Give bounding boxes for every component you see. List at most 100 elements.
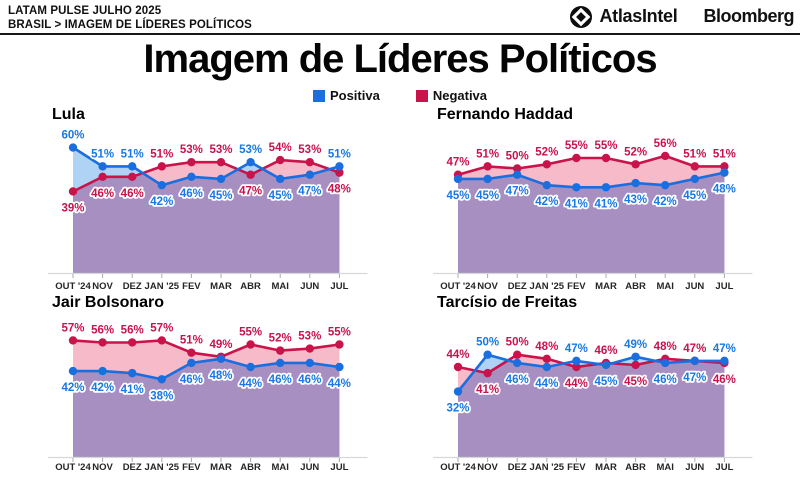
svg-text:JUL: JUL [715, 281, 733, 292]
page-title: Imagem de Líderes Políticos [143, 37, 657, 81]
svg-text:42%: 42% [535, 196, 558, 208]
svg-text:45%: 45% [209, 190, 232, 202]
breadcrumb: BRASIL > IMAGEM DE LÍDERES POLÍTICOS [8, 19, 252, 31]
svg-text:OUT '24: OUT '24 [440, 462, 476, 473]
svg-text:52%: 52% [269, 333, 292, 345]
svg-text:51%: 51% [150, 148, 173, 160]
negativa-swatch [415, 89, 428, 102]
svg-text:51%: 51% [683, 148, 706, 160]
svg-text:MAR: MAR [210, 462, 232, 473]
svg-text:47%: 47% [446, 157, 469, 169]
legend-item-negativa: Negativa [415, 88, 487, 103]
svg-text:47%: 47% [713, 343, 736, 355]
svg-text:FEV: FEV [182, 462, 201, 473]
svg-text:42%: 42% [150, 196, 173, 208]
svg-text:NOV: NOV [92, 281, 113, 292]
svg-text:44%: 44% [328, 378, 351, 390]
svg-text:MAR: MAR [595, 462, 617, 473]
svg-text:JAN '25: JAN '25 [530, 462, 565, 473]
panel-tarcisio-de-freitas: Tarcísio de Freitas OUT '24 NOV DEZ JAN '25… [423, 292, 800, 492]
svg-text:NOV: NOV [477, 281, 498, 292]
svg-text:50%: 50% [476, 337, 499, 349]
chart-fernando-haddad: OUT '24 NOV DEZ JAN '25 FEV MAR ABR MAI JUN JUL 47… [433, 136, 753, 292]
svg-text:DEZ: DEZ [123, 281, 142, 292]
svg-text:MAI: MAI [271, 281, 288, 292]
svg-text:DEZ: DEZ [123, 462, 142, 473]
svg-text:45%: 45% [446, 190, 469, 202]
svg-text:32%: 32% [446, 403, 469, 415]
svg-text:JUN: JUN [300, 281, 319, 292]
svg-text:53%: 53% [180, 144, 203, 156]
svg-text:48%: 48% [535, 341, 558, 353]
panel-title: Lula [52, 106, 85, 123]
svg-text:49%: 49% [209, 339, 232, 351]
svg-text:50%: 50% [506, 337, 529, 349]
svg-text:OUT '24: OUT '24 [55, 281, 91, 292]
svg-text:DEZ: DEZ [508, 281, 527, 292]
svg-text:NOV: NOV [92, 462, 113, 473]
atlasintel-wordmark: AtlasIntel [599, 6, 678, 26]
svg-text:OUT '24: OUT '24 [55, 462, 91, 473]
svg-text:42%: 42% [654, 196, 677, 208]
svg-text:JUN: JUN [300, 462, 319, 473]
panel-title: Tarcísio de Freitas [437, 294, 578, 311]
svg-text:ABR: ABR [240, 281, 261, 292]
svg-text:41%: 41% [565, 198, 588, 210]
header-divider [0, 33, 800, 35]
svg-text:44%: 44% [446, 349, 469, 361]
svg-text:51%: 51% [328, 148, 351, 160]
svg-text:FEV: FEV [567, 462, 586, 473]
svg-text:55%: 55% [594, 140, 617, 152]
svg-text:41%: 41% [594, 198, 617, 210]
svg-text:52%: 52% [624, 146, 647, 158]
panel-title: Fernando Haddad [437, 106, 574, 123]
svg-text:JUL: JUL [715, 462, 733, 473]
report-page: LATAM PULSE JULHO 2025 BRASIL > IMAGEM D… [0, 3, 800, 473]
svg-text:53%: 53% [209, 144, 232, 156]
brand-logos: AtlasIntel Bloomberg [569, 3, 794, 30]
svg-text:46%: 46% [180, 188, 203, 200]
atlasintel-icon [570, 5, 593, 28]
svg-text:45%: 45% [683, 190, 706, 202]
svg-text:42%: 42% [91, 382, 114, 394]
svg-text:46%: 46% [180, 374, 203, 386]
svg-text:55%: 55% [565, 140, 588, 152]
svg-text:43%: 43% [624, 194, 647, 206]
svg-text:46%: 46% [269, 374, 292, 386]
legend-item-positiva: Positiva [312, 88, 380, 103]
positiva-label: Positiva [329, 88, 380, 103]
svg-text:46%: 46% [506, 374, 529, 386]
svg-text:38%: 38% [150, 390, 173, 402]
report-kicker: LATAM PULSE JULHO 2025 [8, 5, 162, 17]
svg-text:45%: 45% [476, 190, 499, 202]
svg-text:48%: 48% [654, 341, 677, 353]
svg-text:51%: 51% [713, 148, 736, 160]
svg-text:46%: 46% [121, 188, 144, 200]
svg-text:51%: 51% [91, 148, 114, 160]
svg-text:NOV: NOV [477, 462, 498, 473]
svg-text:46%: 46% [713, 374, 736, 386]
svg-text:DEZ: DEZ [508, 462, 527, 473]
svg-text:48%: 48% [713, 184, 736, 196]
svg-text:FEV: FEV [182, 281, 201, 292]
svg-text:47%: 47% [298, 186, 321, 198]
svg-text:54%: 54% [269, 142, 292, 154]
panel-jair-bolsonaro: Jair Bolsonaro OUT '24 NOV DEZ JAN '25 FEV MA… [30, 292, 410, 492]
panel-lula: Lula OUT '24 NOV DEZ JAN '25 FEV MAR ABR MAI JUN… [30, 100, 410, 300]
svg-text:55%: 55% [239, 327, 262, 339]
positiva-swatch [312, 89, 325, 102]
svg-text:MAR: MAR [210, 281, 232, 292]
svg-text:45%: 45% [269, 190, 292, 202]
chart-tarcisio-de-freitas: OUT '24 NOV DEZ JAN '25 FEV MAR ABR MAI JUN JUL 44… [433, 335, 753, 473]
bloomberg-logo: Bloomberg [703, 6, 794, 26]
svg-text:46%: 46% [594, 345, 617, 357]
svg-text:57%: 57% [61, 322, 84, 334]
svg-text:46%: 46% [91, 188, 114, 200]
svg-text:ABR: ABR [625, 462, 646, 473]
svg-text:49%: 49% [624, 339, 647, 351]
svg-text:57%: 57% [150, 322, 173, 334]
svg-text:JAN '25: JAN '25 [145, 462, 180, 473]
svg-text:44%: 44% [565, 378, 588, 390]
svg-text:53%: 53% [239, 144, 262, 156]
svg-text:MAI: MAI [656, 281, 673, 292]
